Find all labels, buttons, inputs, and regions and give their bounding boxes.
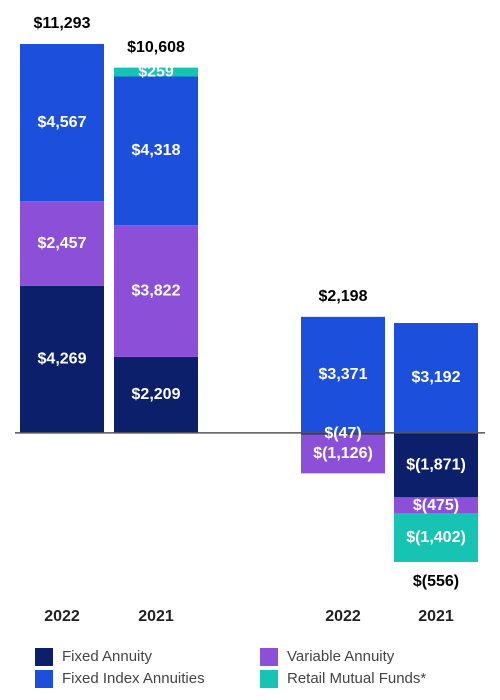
legend-swatch xyxy=(35,670,53,688)
bar-segment xyxy=(394,432,478,498)
bar-segment xyxy=(20,44,104,202)
segment-label: $2,209 xyxy=(132,386,181,403)
bar-segment xyxy=(394,322,478,433)
legend-label: Variable Annuity xyxy=(287,648,395,665)
legend-swatch xyxy=(260,670,278,688)
bar-segment xyxy=(301,434,385,474)
bar-segment xyxy=(301,316,385,433)
total-label: $2,198 xyxy=(319,288,368,305)
x-tick-label: 2021 xyxy=(138,608,174,625)
bar-segment xyxy=(20,201,104,286)
segment-label: $(1,126) xyxy=(313,445,373,462)
total-label: $11,293 xyxy=(34,15,91,32)
segment-label: $(47) xyxy=(324,425,361,442)
segment-label: $4,269 xyxy=(38,351,87,368)
segment-label: $(475) xyxy=(413,497,459,514)
segment-label: $(1,871) xyxy=(406,456,466,473)
segment-label: $3,192 xyxy=(412,369,461,386)
x-tick-label: 2022 xyxy=(325,608,361,625)
bar-segment xyxy=(114,76,198,226)
legend-swatch xyxy=(260,648,278,666)
bar-segment xyxy=(114,225,198,357)
total-label: $10,608 xyxy=(127,39,185,56)
legend-label: Retail Mutual Funds* xyxy=(287,670,426,687)
bar-segment xyxy=(114,67,198,77)
x-tick-label: 2021 xyxy=(418,608,454,625)
bar-segment xyxy=(394,513,478,562)
legend-label: Fixed Annuity xyxy=(62,648,153,665)
segment-label: $3,371 xyxy=(319,366,368,383)
bar-segment xyxy=(301,432,385,435)
segment-label: $4,318 xyxy=(132,142,181,159)
segment-label: $259 xyxy=(138,63,174,80)
bar-segment xyxy=(394,497,478,514)
segment-label: $(1,402) xyxy=(406,529,466,546)
bar-segment xyxy=(20,285,104,433)
legend-swatch xyxy=(35,648,53,666)
segment-label: $3,822 xyxy=(132,282,181,299)
segment-label: $4,567 xyxy=(38,114,87,131)
segment-label: $2,457 xyxy=(38,235,87,252)
total-label: $(556) xyxy=(413,573,459,590)
x-tick-label: 2022 xyxy=(44,608,80,625)
bar-segment xyxy=(114,356,198,433)
legend-label: Fixed Index Annuities xyxy=(62,670,205,687)
